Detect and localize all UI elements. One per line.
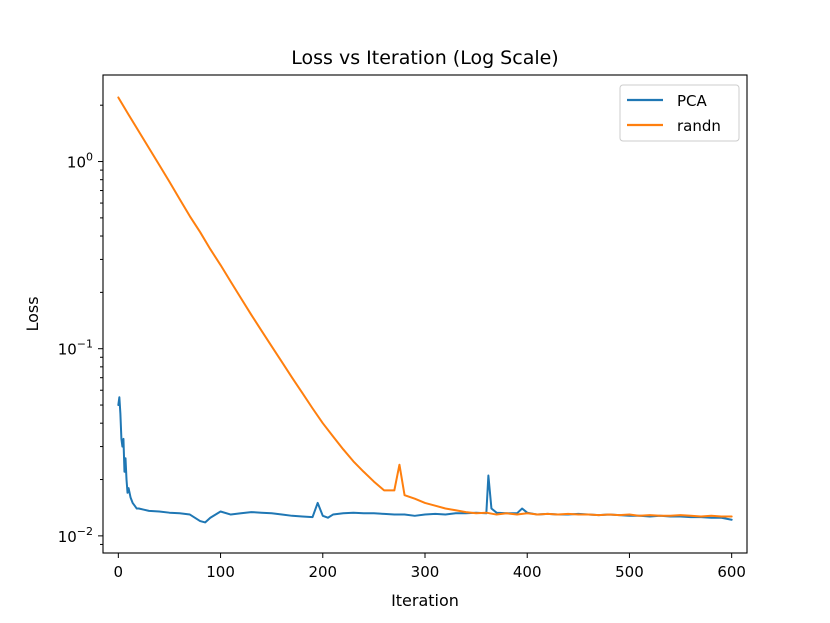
x-tick-label: 600: [717, 563, 746, 581]
x-tick-label: 400: [513, 563, 542, 581]
y-tick-label: 10−1: [58, 338, 93, 359]
y-axis-ticks: 100 10−1 10−2: [58, 104, 103, 546]
series-layer: [117, 96, 733, 524]
x-tick-label: 100: [206, 563, 235, 581]
y-tick-label: 10−2: [58, 525, 93, 546]
plot-area: 0 100 200 300 400 500 600 100 10−1 10−2: [58, 74, 748, 581]
legend-label-pca: PCA: [677, 92, 708, 110]
x-tick-label: 0: [114, 563, 124, 581]
x-tick-label: 500: [615, 563, 644, 581]
x-axis-label: Iteration: [391, 591, 459, 610]
series-line-randn: [117, 96, 733, 518]
legend: PCA randn: [619, 84, 740, 142]
x-tick-label: 200: [308, 563, 337, 581]
y-tick-label: 100: [67, 151, 93, 172]
legend-label-randn: randn: [677, 117, 721, 135]
x-axis-ticks: 0 100 200 300 400 500 600: [114, 553, 746, 581]
y-axis-label: Loss: [23, 296, 42, 331]
chart-title: Loss vs Iteration (Log Scale): [291, 47, 558, 69]
x-tick-label: 300: [411, 563, 440, 581]
